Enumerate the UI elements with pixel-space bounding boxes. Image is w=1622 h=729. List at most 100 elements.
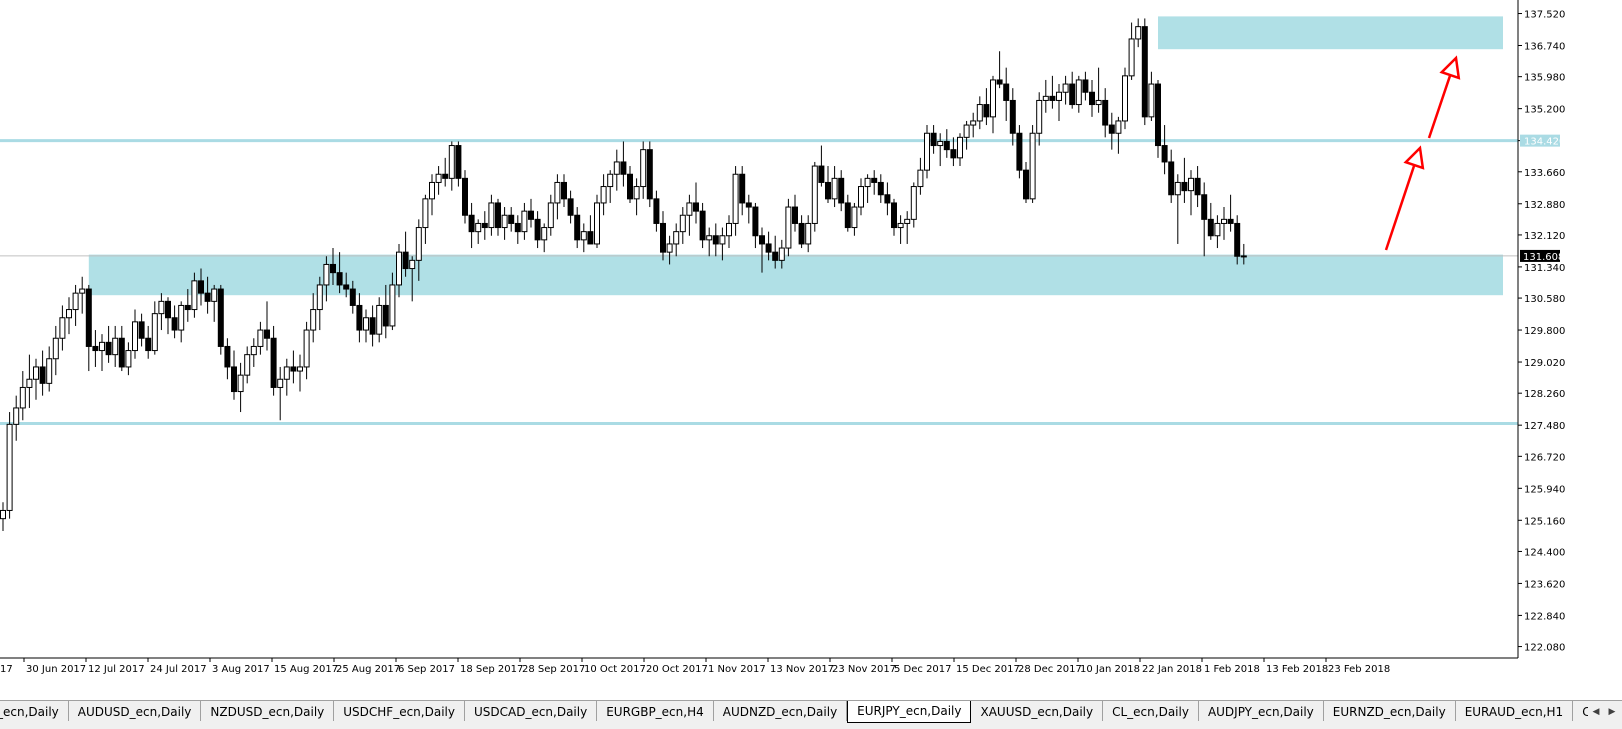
candle: [297, 354, 303, 392]
time-tick-label: 1 Nov 2017: [708, 664, 766, 675]
tab-eurgbp-ecn-h4[interactable]: EURGBP_ecn,H4: [597, 701, 714, 721]
support-resistance-zone: [88, 254, 1503, 296]
candle: [1023, 161, 1029, 203]
candle: [910, 182, 917, 228]
candle: [600, 174, 607, 216]
candlestick-chart[interactable]: 137.520 136.740 135.980 135.200 134.420 133.6…: [0, 0, 1622, 700]
candle: [620, 141, 627, 187]
candle: [805, 215, 812, 253]
time-tick-label: 13 Feb 2018: [1266, 664, 1328, 675]
price-tick-label: 123.620: [1524, 579, 1565, 590]
tab-audnzd-ecn-daily[interactable]: AUDNZD_ecn,Daily: [714, 701, 848, 721]
candle: [468, 202, 475, 249]
candle: [1089, 79, 1095, 117]
candle: [402, 231, 409, 277]
candle: [640, 141, 647, 199]
candle: [92, 330, 99, 367]
tab-xauusd-ecn-daily[interactable]: XAUUSD_ecn,Daily: [971, 701, 1104, 721]
chart-tab-bar: _ecn,Daily AUDUSD_ecn,Daily NZDUSD_ecn,Dai…: [0, 700, 1622, 729]
arrow-annotation[interactable]: [1427, 55, 1461, 139]
candle: [844, 194, 851, 232]
candle: [587, 215, 594, 245]
candle: [1181, 157, 1188, 203]
time-tick-label: 20 Oct 2017: [646, 664, 708, 675]
candle: [917, 157, 924, 195]
time-tick-label: 5 Dec 2017: [894, 664, 952, 675]
candle: [138, 313, 145, 347]
candle: [244, 346, 251, 384]
candle: [435, 166, 442, 195]
candle: [1075, 75, 1082, 113]
candle: [937, 133, 944, 167]
time-tick-label: 17: [0, 664, 13, 675]
price-tick-label: 128.260: [1524, 389, 1565, 400]
candle: [1155, 79, 1161, 158]
scroll-right-icon[interactable]: ▶: [1608, 707, 1616, 717]
candle: [79, 276, 86, 314]
arrow-annotation[interactable]: [1384, 145, 1425, 251]
price-tick-label: 132.880: [1524, 200, 1565, 211]
tab-eurjpy-ecn-daily[interactable]: EURJPY_ecn,Daily: [847, 701, 972, 723]
price-tick-label: 131.340: [1524, 263, 1565, 274]
candle: [415, 219, 422, 281]
time-tick-label: 13 Nov 2017: [770, 664, 834, 675]
price-tick-label: 133.660: [1524, 168, 1565, 179]
candle: [666, 235, 673, 265]
tab-audusd-ecn-daily[interactable]: AUDUSD_ecn,Daily: [69, 701, 202, 721]
price-tick-label: 126.720: [1524, 452, 1565, 463]
candle: [19, 371, 26, 421]
candle: [1036, 92, 1043, 146]
candle: [237, 362, 244, 413]
time-tick-label: 18 Sep 2017: [460, 664, 523, 675]
time-tick-label: 15 Aug 2017: [274, 664, 338, 675]
candle: [963, 120, 970, 150]
candle: [382, 284, 389, 339]
candle: [349, 280, 356, 314]
chart-area[interactable]: 137.520 136.740 135.980 135.200 134.420 133.6…: [0, 0, 1622, 700]
candle: [39, 350, 46, 396]
candle: [112, 325, 119, 367]
candle: [369, 305, 376, 347]
candle: [1009, 88, 1016, 146]
tab-scroll-controls: ◀ ▶: [1588, 703, 1622, 723]
tab-audjpy-ecn-daily[interactable]: AUDJPY_ecn,Daily: [1199, 701, 1324, 721]
candle: [448, 141, 455, 191]
candle: [481, 211, 488, 240]
candle: [798, 215, 805, 249]
candle: [561, 174, 567, 208]
candle: [851, 202, 858, 236]
candle: [224, 338, 231, 380]
support-resistance-zone: [1158, 16, 1503, 50]
tab-euraud-ecn-h1[interactable]: EURAUD_ecn,H1: [1456, 701, 1574, 721]
price-tick-label: 134.420: [1524, 137, 1565, 148]
candle: [1016, 125, 1023, 179]
candle: [904, 211, 911, 244]
tab-nzdusd-ecn-daily[interactable]: NZDUSD_ecn,Daily: [201, 701, 335, 721]
candle: [884, 182, 891, 216]
level-price-tag: [1520, 134, 1560, 147]
candle: [858, 178, 864, 216]
candle: [534, 211, 541, 249]
candle: [521, 202, 528, 240]
candle: [145, 325, 152, 359]
candle: [838, 170, 845, 212]
candle: [442, 157, 449, 187]
price-tick-label: 129.020: [1524, 358, 1565, 369]
candle: [501, 207, 508, 240]
candle: [1161, 125, 1168, 175]
candle: [1234, 215, 1241, 265]
candle: [376, 297, 383, 343]
candle: [409, 256, 416, 302]
tab-usdchf-ecn-daily[interactable]: USDCHF_ecn,Daily: [334, 701, 465, 721]
candle: [1108, 112, 1115, 150]
candle: [712, 223, 719, 257]
tab-usdcad-ecn-daily[interactable]: USDCAD_ecn,Daily: [465, 701, 598, 721]
tab-ecn-daily[interactable]: _ecn,Daily: [0, 701, 69, 721]
scroll-left-icon[interactable]: ◀: [1592, 707, 1600, 717]
candle: [118, 325, 125, 372]
tab-eurnzd-ecn-daily[interactable]: EURNZD_ecn,Daily: [1324, 701, 1456, 721]
tab-cl-ecn-daily[interactable]: CL_ecn,Daily: [1103, 701, 1199, 721]
candle: [719, 227, 726, 261]
candle: [765, 231, 772, 261]
candle: [528, 198, 534, 228]
